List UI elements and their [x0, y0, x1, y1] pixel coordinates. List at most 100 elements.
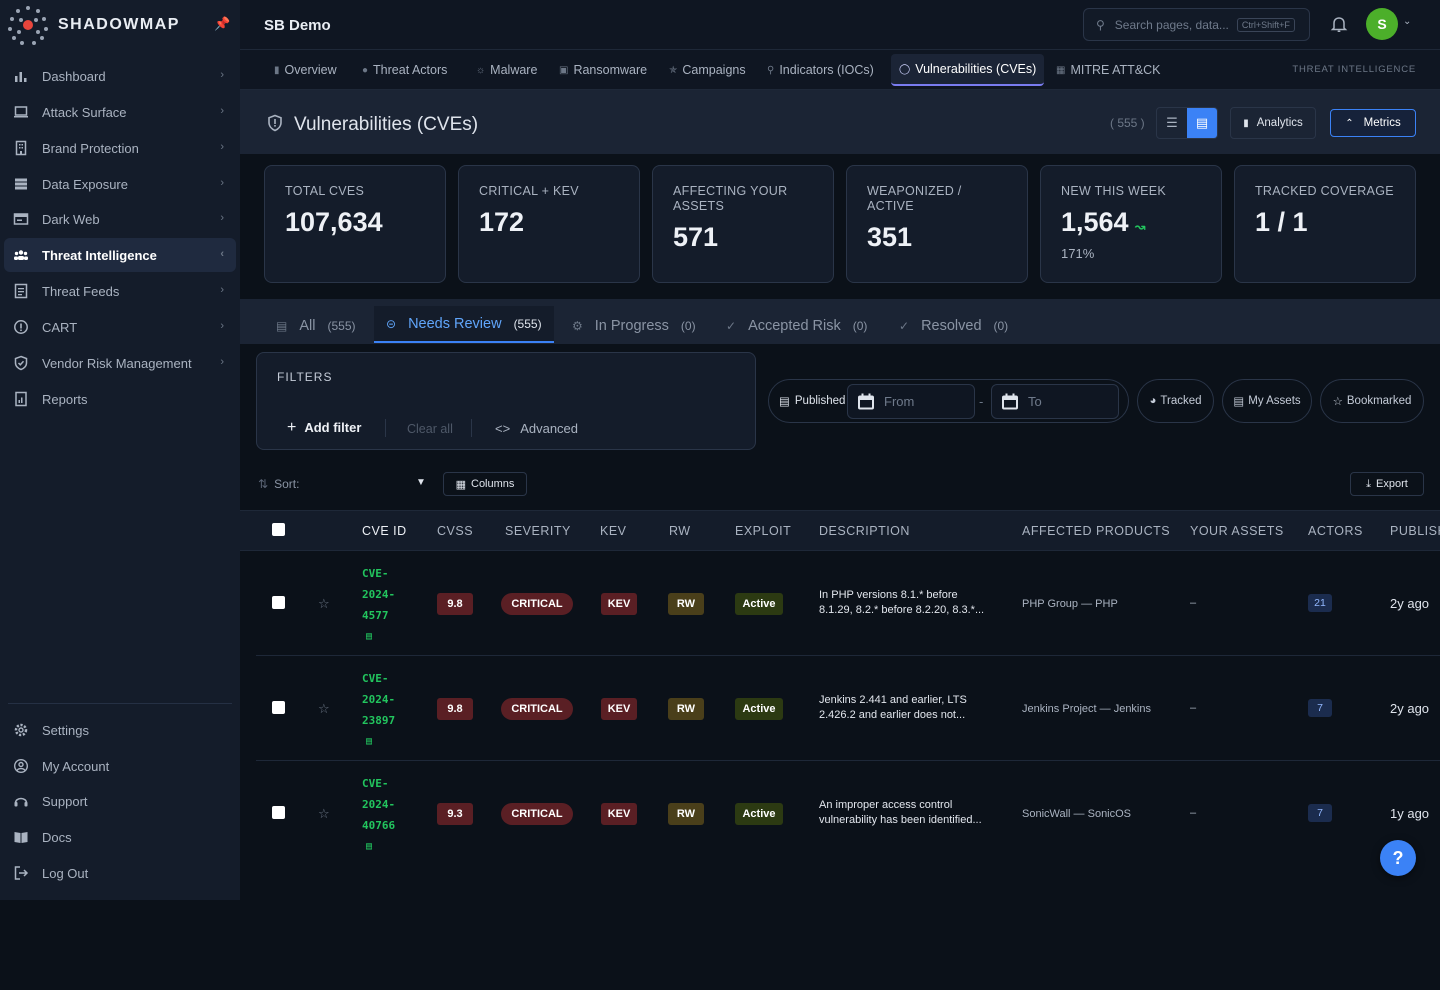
column-header-cvss[interactable]: CVSS: [437, 524, 474, 538]
actors-count[interactable]: 7: [1308, 804, 1332, 822]
sidebar-item-reports[interactable]: Reports: [4, 382, 236, 416]
description: In PHP versions 8.1.* before 8.1.29, 8.2.…: [819, 588, 999, 618]
tab-overview[interactable]: ▮ Overview: [266, 54, 345, 86]
tab-mitre-attack[interactable]: ▦ MITRE ATT&CK: [1048, 54, 1169, 86]
bookmark-star-icon[interactable]: ☆: [318, 701, 330, 716]
column-header-actors[interactable]: ACTORS: [1308, 524, 1363, 538]
row-checkbox[interactable]: [272, 596, 285, 609]
chevron-down-icon[interactable]: ▼: [416, 477, 426, 488]
actors-count[interactable]: 7: [1308, 699, 1332, 717]
sidebar-item-settings[interactable]: Settings: [4, 713, 236, 747]
cve-id-link[interactable]: CVE- 2024- 4577 ▤: [362, 563, 402, 647]
metric-new-this-week[interactable]: NEW THIS WEEK 1,564 ↝ 171%: [1040, 165, 1222, 283]
column-header-your-assets[interactable]: YOUR ASSETS: [1190, 524, 1284, 538]
metric-weaponized[interactable]: WEAPONIZED / ACTIVE 351: [846, 165, 1028, 283]
tab-threat-actors[interactable]: ● Threat Actors: [354, 54, 455, 86]
advanced-button[interactable]: <> Advanced: [495, 421, 578, 436]
cve-id-link[interactable]: CVE- 2024- 40766 ▤: [362, 773, 402, 857]
metric-total-cves[interactable]: TOTAL CVES 107,634: [264, 165, 446, 283]
date-to-input[interactable]: To: [991, 384, 1119, 419]
table-row[interactable]: ☆ CVE- 2024- 4577 ▤ 9.8 CRITICAL KEV RW Act…: [256, 551, 1440, 656]
sidebar-item-dashboard[interactable]: Dashboard ›: [4, 59, 236, 93]
metrics-button[interactable]: ⌃ Metrics: [1330, 109, 1416, 137]
user-circle-icon: [12, 757, 30, 775]
analytics-button[interactable]: ▮ Analytics: [1230, 107, 1316, 139]
sidebar-item-dark-web[interactable]: Dark Web ›: [4, 202, 236, 236]
support-icon: [12, 792, 30, 810]
row-checkbox[interactable]: [272, 701, 285, 714]
select-all-checkbox[interactable]: [272, 523, 285, 536]
bug-icon: ☼: [476, 64, 486, 76]
cve-id-link[interactable]: CVE- 2024- 23897 ▤: [362, 668, 402, 752]
metric-critical-kev[interactable]: CRITICAL + KEV 172: [458, 165, 640, 283]
status-tab-count: (0): [852, 319, 868, 333]
laptop-icon: [12, 103, 30, 121]
sort-select[interactable]: ⇅ Sort:: [258, 477, 299, 491]
sidebar-item-attack-surface[interactable]: Attack Surface ›: [4, 95, 236, 129]
sidebar-item-threat-intelligence[interactable]: Threat Intelligence ‹: [4, 238, 236, 272]
table-row[interactable]: ☆ CVE- 2024- 40766 ▤ 9.3 CRITICAL KEV RW Ac…: [256, 761, 1440, 866]
sidebar-item-data-exposure[interactable]: Data Exposure ›: [4, 167, 236, 201]
sidebar-item-vendor-risk-management[interactable]: Vendor Risk Management ›: [4, 346, 236, 380]
status-tab-in-progress[interactable]: ⚙ In Progress (0): [572, 309, 696, 343]
tab-ransomware[interactable]: ▣ Ransomware: [551, 54, 655, 86]
search-input[interactable]: ⚲ Search pages, data... Ctrl+Shift+F: [1083, 8, 1310, 41]
columns-button[interactable]: ▦ Columns: [443, 472, 527, 496]
column-header-published[interactable]: PUBLISH: [1390, 524, 1440, 538]
export-button[interactable]: ⤓ Export: [1350, 472, 1424, 496]
sidebar-item-my-account[interactable]: My Account: [4, 749, 236, 783]
table-row[interactable]: ☆ CVE- 2024- 23897 ▤ 9.8 CRITICAL KEV RW Ac…: [256, 656, 1440, 761]
status-tab-accepted-risk[interactable]: ✓ Accepted Risk (0): [726, 309, 867, 343]
metric-tracked-coverage[interactable]: TRACKED COVERAGE 1 / 1: [1234, 165, 1416, 283]
chevron-down-icon[interactable]: ⌄: [1403, 16, 1412, 27]
book-icon: [12, 828, 30, 846]
column-header-rw[interactable]: RW: [669, 524, 691, 538]
list-icon: ▤: [276, 319, 288, 333]
tab-malware[interactable]: ☼ Malware: [468, 54, 545, 86]
help-button[interactable]: ?: [1380, 840, 1416, 876]
tab-campaigns[interactable]: ✯ Campaigns: [661, 54, 754, 86]
bell-icon[interactable]: [1329, 14, 1349, 34]
my-assets-toggle[interactable]: ▤ My Assets: [1222, 379, 1312, 423]
pin-icon[interactable]: 📌: [214, 16, 231, 31]
row-checkbox[interactable]: [272, 806, 285, 819]
column-header-cve-id[interactable]: CVE ID: [362, 524, 407, 538]
cve-id-part: CVE-: [362, 672, 389, 685]
column-header-kev[interactable]: KEV: [600, 524, 627, 538]
bookmarked-toggle[interactable]: ☆ Bookmarked: [1320, 379, 1424, 423]
terminal-icon: [12, 210, 30, 228]
column-header-description[interactable]: DESCRIPTION: [819, 524, 910, 538]
sidebar-item-support[interactable]: Support: [4, 784, 236, 818]
tab-vulnerabilities[interactable]: ◯ Vulnerabilities (CVEs): [891, 54, 1045, 86]
column-header-severity[interactable]: SEVERITY: [505, 524, 571, 538]
sidebar-item-brand-protection[interactable]: Brand Protection ›: [4, 131, 236, 165]
sidebar-item-threat-feeds[interactable]: Threat Feeds ›: [4, 274, 236, 308]
status-tab-resolved[interactable]: ✓ Resolved (0): [899, 309, 1008, 343]
bookmark-star-icon[interactable]: ☆: [318, 806, 330, 821]
logo[interactable]: SHADOWMAP: [8, 4, 180, 46]
tab-indicators[interactable]: ⚲ Indicators (IOCs): [759, 54, 882, 86]
status-tab-all[interactable]: ▤ All (555): [276, 309, 355, 343]
org-title[interactable]: SB Demo: [264, 17, 331, 34]
sidebar-item-docs[interactable]: Docs: [4, 820, 236, 854]
sidebar-item-label: Dashboard: [42, 68, 106, 84]
add-filter-button[interactable]: + Add filter: [287, 419, 361, 437]
avatar[interactable]: S: [1366, 8, 1398, 40]
card-view-icon[interactable]: ▤: [1187, 108, 1217, 138]
date-from-input[interactable]: From: [847, 384, 975, 419]
metric-value: 107,634: [285, 207, 383, 237]
tracked-toggle[interactable]: ◕ Tracked: [1137, 379, 1214, 423]
sidebar-item-cart[interactable]: CART ›: [4, 310, 236, 344]
metric-affecting-assets[interactable]: AFFECTING YOUR ASSETS 571: [652, 165, 834, 283]
bookmark-star-icon[interactable]: ☆: [318, 596, 330, 611]
column-header-affected-products[interactable]: AFFECTED PRODUCTS: [1022, 524, 1171, 538]
sidebar-item-log-out[interactable]: Log Out: [4, 856, 236, 890]
divider: [471, 419, 472, 437]
page-title: Vulnerabilities (CVEs): [294, 114, 479, 135]
status-tab-needs-review[interactable]: ⊝ Needs Review (555): [374, 306, 554, 343]
column-header-exploit[interactable]: EXPLOIT: [735, 524, 792, 538]
actors-count[interactable]: 21: [1308, 594, 1332, 612]
clear-all-button[interactable]: Clear all: [407, 422, 453, 436]
logout-icon: [12, 864, 30, 882]
list-view-icon[interactable]: ☰: [1166, 115, 1178, 130]
